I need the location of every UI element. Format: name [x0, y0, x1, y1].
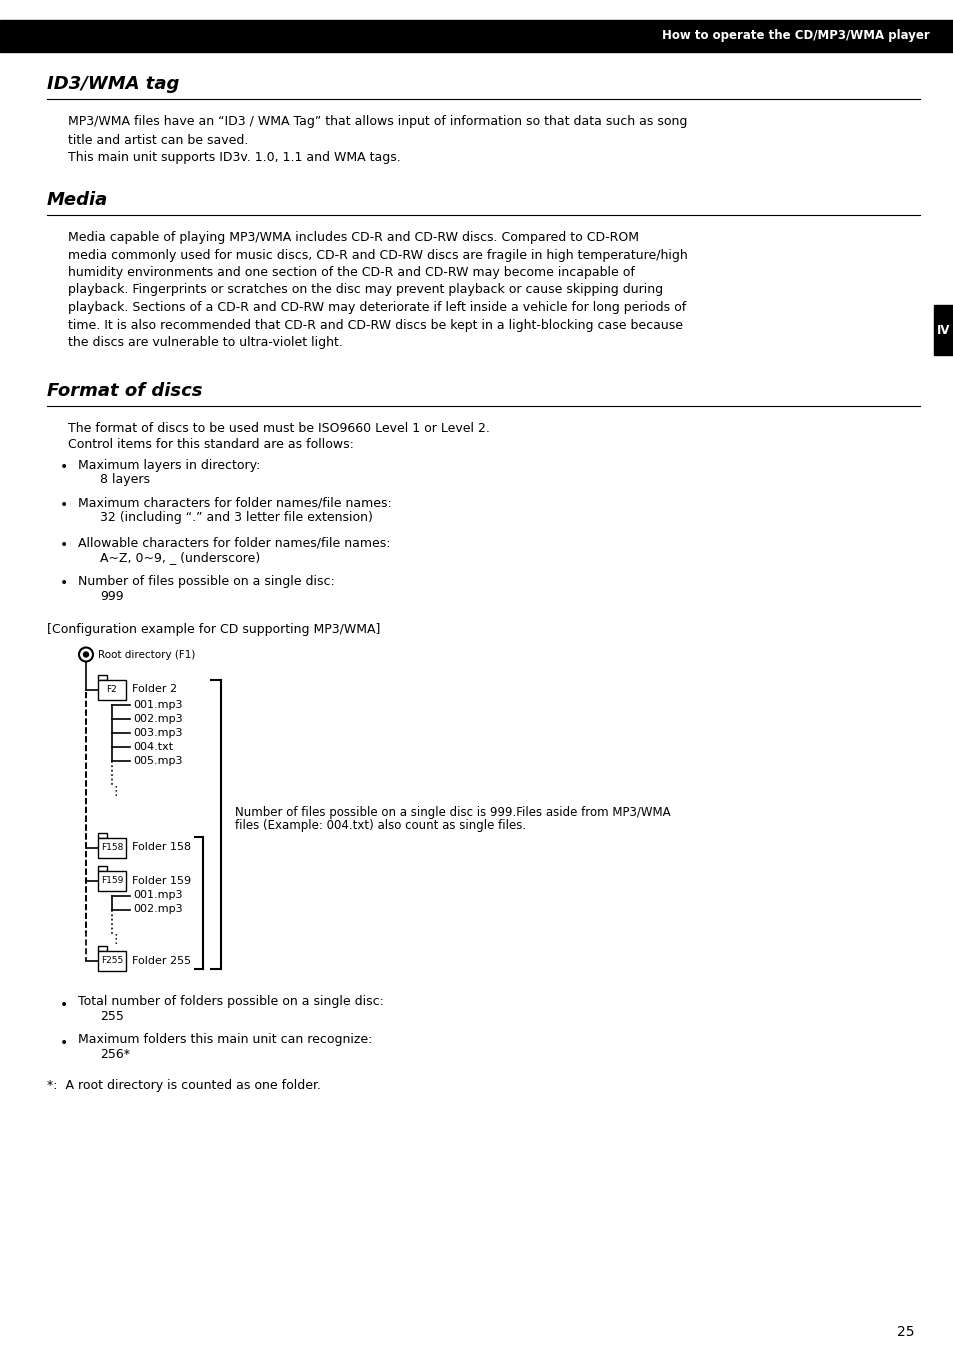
Text: •: •	[60, 538, 69, 553]
Text: •: •	[60, 576, 69, 591]
Text: A~Z, 0~9, _ (underscore): A~Z, 0~9, _ (underscore)	[100, 552, 260, 565]
Text: F158: F158	[101, 844, 123, 852]
Bar	[98, 950, 126, 971]
Bar	[98, 833, 107, 837]
Text: Format of discs: Format of discs	[47, 381, 202, 399]
Text: •: •	[60, 461, 69, 475]
Text: F255: F255	[101, 956, 123, 965]
Text: •: •	[60, 1036, 69, 1049]
Text: 8 layers: 8 layers	[100, 473, 150, 487]
Text: 256*: 256*	[100, 1049, 130, 1061]
Text: ⋮: ⋮	[102, 933, 122, 946]
Text: 005.mp3: 005.mp3	[132, 756, 182, 765]
Text: Maximum folders this main unit can recognize:: Maximum folders this main unit can recog…	[78, 1033, 372, 1046]
Bar	[933, 306, 953, 356]
Text: Control items for this standard are as follows:: Control items for this standard are as f…	[68, 438, 354, 452]
Text: ID3/WMA tag: ID3/WMA tag	[47, 74, 179, 93]
Circle shape	[84, 652, 89, 657]
Text: files (Example: 004.txt) also count as single files.: files (Example: 004.txt) also count as s…	[234, 819, 525, 831]
Text: F159: F159	[101, 876, 123, 886]
Text: Media capable of playing MP3/WMA includes CD-R and CD-RW discs. Compared to CD-R: Media capable of playing MP3/WMA include…	[68, 231, 639, 243]
Text: Folder 255: Folder 255	[132, 956, 191, 965]
Text: 004.txt: 004.txt	[132, 741, 172, 752]
Text: 001.mp3: 001.mp3	[132, 699, 182, 710]
Text: 999: 999	[100, 589, 124, 603]
Text: 003.mp3: 003.mp3	[132, 727, 182, 737]
Text: *:  A root directory is counted as one folder.: *: A root directory is counted as one fo…	[47, 1079, 320, 1092]
Text: •: •	[60, 499, 69, 512]
Text: Allowable characters for folder names/file names:: Allowable characters for folder names/fi…	[78, 537, 390, 549]
Text: This main unit supports ID3v. 1.0, 1.1 and WMA tags.: This main unit supports ID3v. 1.0, 1.1 a…	[68, 151, 400, 164]
Text: 255: 255	[100, 1010, 124, 1023]
Text: Folder 159: Folder 159	[132, 876, 191, 886]
Text: Number of files possible on a single disc is 999.Files aside from MP3/WMA: Number of files possible on a single dis…	[234, 806, 670, 819]
Text: Folder 158: Folder 158	[132, 842, 191, 853]
Text: MP3/WMA files have an “ID3 / WMA Tag” that allows input of information so that d: MP3/WMA files have an “ID3 / WMA Tag” th…	[68, 115, 687, 147]
Text: Folder 2: Folder 2	[132, 684, 177, 695]
Text: time. It is also recommended that CD-R and CD-RW discs be kept in a light-blocki: time. It is also recommended that CD-R a…	[68, 319, 682, 331]
Text: Maximum layers in directory:: Maximum layers in directory:	[78, 458, 260, 472]
Text: the discs are vulnerable to ultra-violet light.: the discs are vulnerable to ultra-violet…	[68, 337, 342, 349]
Bar	[98, 945, 107, 950]
Bar	[98, 675, 107, 680]
Text: 002.mp3: 002.mp3	[132, 714, 182, 723]
Text: ⋮: ⋮	[102, 784, 122, 798]
Bar	[98, 865, 107, 871]
Text: 001.mp3: 001.mp3	[132, 891, 182, 900]
Text: 32 (including “.” and 3 letter file extension): 32 (including “.” and 3 letter file exte…	[100, 511, 373, 525]
Text: media commonly used for music discs, CD-R and CD-RW discs are fragile in high te: media commonly used for music discs, CD-…	[68, 249, 687, 261]
Text: The format of discs to be used must be ISO9660 Level 1 or Level 2.: The format of discs to be used must be I…	[68, 422, 489, 434]
Text: 002.mp3: 002.mp3	[132, 904, 182, 914]
Text: Total number of folders possible on a single disc:: Total number of folders possible on a si…	[78, 995, 383, 1009]
Text: Root directory (F1): Root directory (F1)	[98, 649, 195, 660]
Text: [Configuration example for CD supporting MP3/WMA]: [Configuration example for CD supporting…	[47, 622, 380, 635]
Text: playback. Sections of a CD-R and CD-RW may deteriorate if left inside a vehicle : playback. Sections of a CD-R and CD-RW m…	[68, 301, 685, 314]
Text: Number of files possible on a single disc:: Number of files possible on a single dis…	[78, 575, 335, 588]
Bar	[98, 680, 126, 699]
Text: humidity environments and one section of the CD-R and CD-RW may become incapable: humidity environments and one section of…	[68, 266, 634, 279]
Text: Media: Media	[47, 191, 108, 210]
Text: IV: IV	[936, 323, 950, 337]
Bar	[98, 871, 126, 891]
Text: 25: 25	[897, 1325, 914, 1338]
Text: F2: F2	[107, 685, 117, 694]
Text: •: •	[60, 998, 69, 1011]
Bar	[0, 20, 953, 51]
Text: playback. Fingerprints or scratches on the disc may prevent playback or cause sk: playback. Fingerprints or scratches on t…	[68, 284, 662, 296]
Text: How to operate the CD/MP3/WMA player: How to operate the CD/MP3/WMA player	[661, 30, 929, 42]
Bar	[98, 837, 126, 857]
Text: Maximum characters for folder names/file names:: Maximum characters for folder names/file…	[78, 496, 392, 510]
